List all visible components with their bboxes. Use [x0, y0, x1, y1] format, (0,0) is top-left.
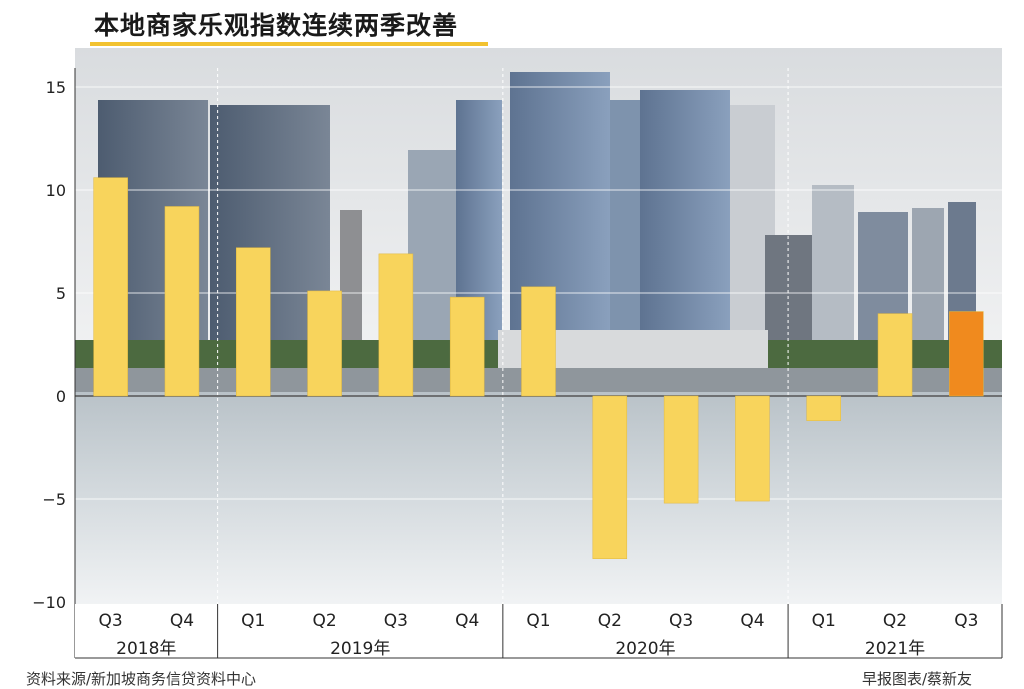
bars — [93, 177, 984, 559]
building — [610, 100, 640, 350]
bar — [735, 395, 770, 502]
y-tick-label: 10 — [46, 181, 66, 200]
bar — [93, 177, 128, 397]
x-axis-band — [75, 604, 1002, 658]
x-tick-label: Q2 — [883, 611, 907, 631]
x-tick-label: Q3 — [384, 611, 408, 631]
x-tick-label: Q4 — [170, 611, 194, 631]
bar — [236, 247, 271, 397]
building — [812, 185, 854, 350]
y-tick-label: 15 — [46, 78, 66, 97]
source-note: 资料来源/新加坡商务信贷资料中心 — [26, 670, 257, 688]
year-label: 2019年 — [330, 639, 390, 659]
y-tick-label: −10 — [32, 593, 66, 612]
x-tick-label: Q3 — [954, 611, 978, 631]
building — [408, 150, 456, 350]
x-tick-label: Q4 — [455, 611, 479, 631]
x-tick-label: Q2 — [598, 611, 622, 631]
bar — [449, 296, 485, 397]
bar — [592, 395, 628, 559]
x-tick-label: Q4 — [740, 611, 764, 631]
bar — [307, 290, 342, 397]
bar — [378, 253, 414, 397]
chart-title: 本地商家乐观指数连续两季改善 — [94, 11, 459, 40]
building — [640, 90, 730, 350]
year-label: 2021年 — [865, 639, 925, 659]
building — [912, 208, 944, 350]
x-tick-label: Q1 — [812, 611, 836, 631]
x-tick-label: Q3 — [669, 611, 693, 631]
bar — [663, 395, 699, 504]
y-tick-label: −5 — [42, 490, 66, 509]
x-axis: Q3 Q4 Q1 Q2 Q3 Q4 Q1 Q2 Q3 Q4 Q1 Q2 Q3 2018年 2019年 2020… — [75, 68, 1003, 659]
x-tick-label: Q3 — [99, 611, 123, 631]
y-axis-ticks: 15 10 5 0 −5 −10 — [32, 78, 66, 612]
bar — [164, 206, 200, 397]
x-tick-label: Q1 — [241, 611, 265, 631]
x-tick-label: Q2 — [312, 611, 336, 631]
y-tick-label: 5 — [56, 284, 66, 303]
y-tick-label: 0 — [56, 387, 66, 406]
bar — [949, 311, 984, 397]
year-label: 2018年 — [116, 639, 176, 659]
x-tick-label: Q1 — [526, 611, 550, 631]
gridlines — [74, 68, 1002, 658]
year-label: 2020年 — [615, 639, 675, 659]
bar — [877, 313, 913, 397]
credit-note: 早报图表/蔡新友 — [862, 670, 973, 688]
title-underline — [90, 42, 488, 46]
building — [340, 210, 362, 350]
bar — [521, 286, 556, 397]
bar — [806, 395, 841, 421]
